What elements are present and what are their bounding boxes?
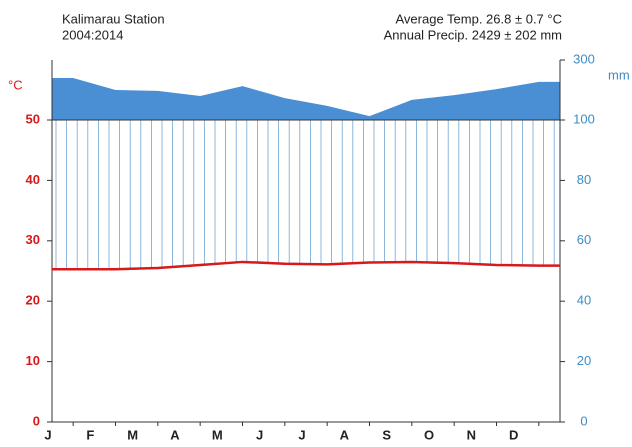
y2-tick-label: 0 [580,413,587,428]
chart-title: Kalimarau Station [62,11,165,26]
y-tick-label: 10 [26,353,40,368]
x-tick-label: M [127,427,138,442]
y2-tick-label: 60 [577,232,591,247]
x-tick-label: F [86,427,94,442]
annotation: Annual Precip. 2429 ± 202 mm [384,27,562,42]
y-tick-label: 0 [33,413,40,428]
temperature-line [52,260,560,271]
y-tick-label: 30 [26,232,40,247]
x-tick-label: N [467,427,476,442]
x-tick-label: D [509,427,518,442]
y-tick-label: 20 [26,293,40,308]
y-axis-label: °C [8,77,23,92]
y2-tick-label: 100 [573,111,595,126]
y2-tick-label: 300 [573,51,595,66]
y2-tick-label: 80 [577,172,591,187]
y2-axis-label: mm [608,67,630,82]
x-tick-label: S [382,427,391,442]
annotation: Average Temp. 26.8 ± 0.7 °C [395,11,562,26]
x-tick-label: A [340,427,350,442]
x-tick-label: A [170,427,180,442]
x-tick-label: M [212,427,223,442]
chart-subtitle: 2004:2014 [62,27,123,42]
y-tick-label: 50 [26,111,40,126]
x-tick-label: J [44,427,51,442]
y-tick-label: 40 [26,172,40,187]
x-tick-label: J [298,427,305,442]
precip-area [52,78,560,120]
x-tick-label: J [256,427,263,442]
y2-tick-label: 20 [577,353,591,368]
y2-tick-label: 40 [577,293,591,308]
x-tick-label: O [424,427,434,442]
